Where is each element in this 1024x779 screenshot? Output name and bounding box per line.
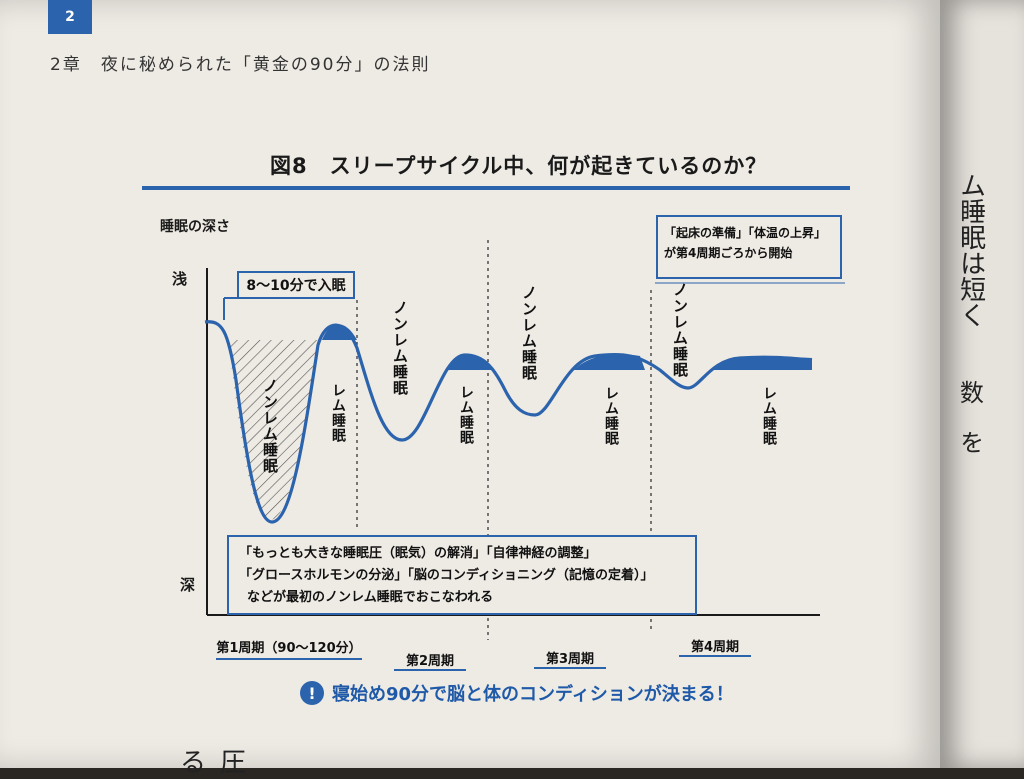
left-page: 2 2章 夜に秘められた「黄金の90分」の法則 図8 スリープサイクル中、何が起… xyxy=(0,0,940,768)
right-page: ム睡眠は短く 数 を xyxy=(940,0,1024,768)
rem-shade-4 xyxy=(712,357,812,370)
rem-shade-1 xyxy=(322,324,357,340)
wake-box-line2: が第4周期ごろから開始 xyxy=(664,246,793,261)
cycle-underline-4 xyxy=(679,655,751,657)
figure-title: 図8 スリープサイクル中、何が起きているのか？ xyxy=(270,154,768,178)
cycle-underline-3 xyxy=(534,667,606,669)
cycle-underline-2 xyxy=(394,669,466,671)
page-number: 2 xyxy=(48,0,92,34)
nrem-label-3: ノンレム睡眠 xyxy=(520,285,538,381)
nrem-label-2: ノンレム睡眠 xyxy=(391,300,409,396)
right-page-text-col3: を xyxy=(955,430,984,454)
rem-label-1: レム睡眠 xyxy=(330,383,346,443)
right-page-text-col1: ム睡眠は短く xyxy=(955,172,986,328)
running-head: 2章 夜に秘められた「黄金の90分」の法則 xyxy=(50,55,431,75)
info-box-line2: 「グロースホルモンの分泌」「脳のコンディショニング（記憶の定着）」 xyxy=(239,568,654,584)
body-text-fragment: る圧 xyxy=(180,748,261,778)
cycle-label-1: 第1周期（90〜120分） xyxy=(216,641,362,656)
cycle-label-4: 第4周期 xyxy=(690,640,740,655)
info-box: 「もっとも大きな睡眠圧（眠気）の解消」「自律神経の調整」 「グロースホルモンの分… xyxy=(227,535,697,615)
wake-box: 「起床の準備」「体温の上昇」 が第4周期ごろから開始 xyxy=(656,215,842,279)
bottom-note: ! 寝始め90分で脳と体のコンディションが決まる！ xyxy=(300,680,734,706)
rem-label-4: レム睡眠 xyxy=(761,386,777,446)
sleep-depth-curve xyxy=(204,320,813,524)
right-page-text-col2: 数 xyxy=(955,380,984,404)
nrem-label-1: ノンレム睡眠 xyxy=(261,378,279,474)
shallow-label: 浅 xyxy=(172,270,188,288)
cycle-underline-1 xyxy=(216,658,362,660)
y-axis-label: 睡眠の深さ xyxy=(160,219,230,235)
cycle-label-3: 第3周期 xyxy=(545,652,595,667)
cycle-label-2: 第2周期 xyxy=(405,654,455,669)
sleep-cycle-chart xyxy=(204,240,845,640)
rem-label-2: レム睡眠 xyxy=(458,385,474,445)
bottom-note-text: 寝始め90分で脳と体のコンディションが決まる！ xyxy=(332,684,734,705)
info-box-line3: などが最初のノンレム睡眠でおこなわれる xyxy=(247,590,494,606)
deep-label: 深 xyxy=(180,576,196,594)
rem-label-3: レム睡眠 xyxy=(603,386,619,446)
onset-box: 8〜10分で入眠 xyxy=(237,271,355,299)
exclamation-icon: ! xyxy=(300,681,324,705)
wake-box-line1: 「起床の準備」「体温の上昇」 xyxy=(664,226,827,240)
rem-shade-3 xyxy=(574,354,645,370)
title-rule xyxy=(142,186,850,190)
info-box-line1: 「もっとも大きな睡眠圧（眠気）の解消」「自律神経の調整」 xyxy=(239,546,597,561)
nrem-label-4: ノンレム睡眠 xyxy=(671,282,689,378)
